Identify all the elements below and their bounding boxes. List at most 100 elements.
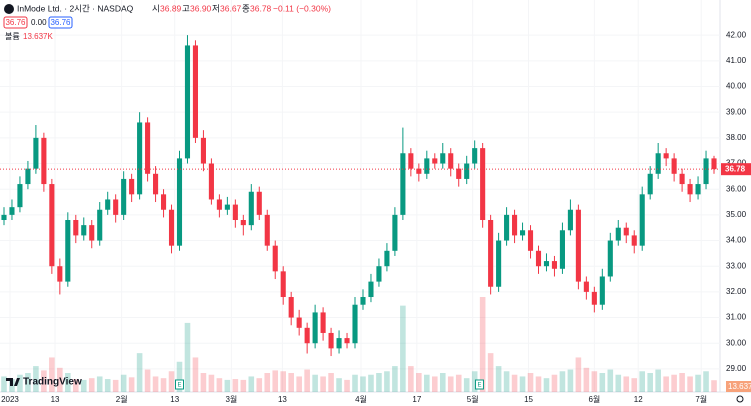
candle-body (153, 173, 159, 195)
candle-body (551, 261, 558, 269)
close-label: 종 (242, 3, 250, 13)
candle-body (512, 214, 518, 236)
volume-bar (216, 378, 223, 392)
volume-bar (248, 376, 255, 392)
y-tick-label: 31.00 (726, 313, 747, 322)
y-tick-label: 41.00 (726, 56, 747, 65)
candle-body (440, 153, 446, 164)
candle-body (304, 327, 310, 344)
volume-bar (479, 297, 486, 392)
volume-bar (431, 376, 438, 392)
volume-bar (360, 376, 366, 392)
change: −0.11 (−0.30%) (273, 3, 331, 13)
volume-bar (49, 357, 55, 392)
volume-bar (232, 379, 239, 392)
candle-body (344, 338, 350, 344)
candle-body (1, 214, 7, 221)
volume-bar (647, 373, 653, 392)
candle-body (432, 158, 438, 164)
candle-body (703, 158, 709, 185)
volume-bar (25, 373, 31, 392)
volume-bar (72, 379, 79, 392)
candle-body (575, 209, 581, 282)
y-tick-label: 38.00 (726, 133, 747, 142)
volume-bar (368, 374, 374, 392)
volume-bar (567, 369, 574, 392)
candle-body (97, 209, 103, 241)
volume-bar (312, 374, 318, 392)
volume-bar (599, 373, 606, 392)
volume-bar (176, 361, 183, 392)
x-tick-label: 12 (634, 395, 643, 404)
spread: 0.00 (31, 18, 47, 27)
volume-bar (128, 377, 135, 392)
bid: 36.76 (5, 18, 26, 27)
candle-body (73, 220, 79, 236)
open-label: 시 (152, 3, 160, 13)
volume-bar (57, 367, 63, 392)
candle-body (216, 199, 222, 210)
volume-bar (439, 373, 446, 392)
y-tick-label: 39.00 (726, 107, 747, 116)
ask-box[interactable] (48, 16, 73, 29)
x-tick-label: 2023 (1, 395, 19, 404)
earnings-marker-label: E (477, 383, 481, 389)
candle-body (224, 204, 230, 210)
candle-body (448, 153, 454, 169)
symbol-logo (4, 4, 14, 14)
settings-icon[interactable] (736, 395, 744, 403)
candle-body (89, 225, 95, 241)
last-price-label: 36.78 (725, 164, 746, 173)
candle-body (288, 297, 294, 318)
volume-bar (495, 366, 502, 392)
volume-bar (41, 370, 47, 392)
candle-body (25, 168, 31, 185)
volume-bar (1, 376, 7, 392)
candle-body (456, 168, 462, 179)
volume-bar (607, 369, 614, 392)
candle-body (81, 225, 87, 236)
candle-body (352, 304, 358, 344)
volume-bar (264, 373, 271, 392)
volume-bar (224, 379, 231, 392)
volume-bar (80, 379, 87, 392)
volume-bar (168, 371, 175, 392)
volume-bar (208, 374, 215, 392)
y-tick-label: 36.00 (726, 184, 747, 193)
candle-body (264, 214, 270, 246)
candle-body (256, 191, 262, 215)
x-tick-label: 4월 (355, 394, 367, 404)
x-tick-label: 17 (412, 395, 421, 404)
legend: InMode Ltd. · 2시간 · NASDAQ 시 36.89 고 36.… (3, 3, 331, 41)
candle-body (192, 45, 199, 138)
y-tick-label: 33.00 (726, 261, 747, 270)
x-tick-label: 6월 (588, 394, 600, 404)
candle-body (392, 214, 398, 251)
candle-body (17, 184, 23, 208)
symbol-title[interactable]: InMode Ltd. · 2시간 · NASDAQ (17, 3, 134, 13)
volume-bar (96, 376, 103, 392)
brand-name: TradingView (23, 377, 82, 388)
bid-box[interactable] (3, 16, 28, 29)
candle-body (168, 209, 175, 246)
volume-bar (639, 371, 646, 392)
candle-body (137, 122, 143, 195)
close-value: 36.78 (250, 3, 272, 13)
candle-body (535, 250, 542, 267)
y-tick-label: 32.00 (726, 287, 747, 296)
candle-body (504, 214, 510, 241)
earnings-marker-label: E (177, 383, 181, 389)
volume-bar (384, 371, 390, 392)
candle-body (615, 227, 621, 241)
candle-body (296, 317, 302, 328)
volume-bar (416, 373, 422, 392)
candle-body (543, 261, 550, 267)
candle-body (280, 271, 286, 298)
candle-body (49, 184, 55, 267)
low-value: 36.67 (220, 3, 242, 13)
volume-bar (17, 374, 23, 392)
candle-body (623, 227, 629, 236)
volume-bar (671, 374, 677, 392)
candle-body (272, 245, 278, 272)
candle-body (416, 168, 422, 174)
